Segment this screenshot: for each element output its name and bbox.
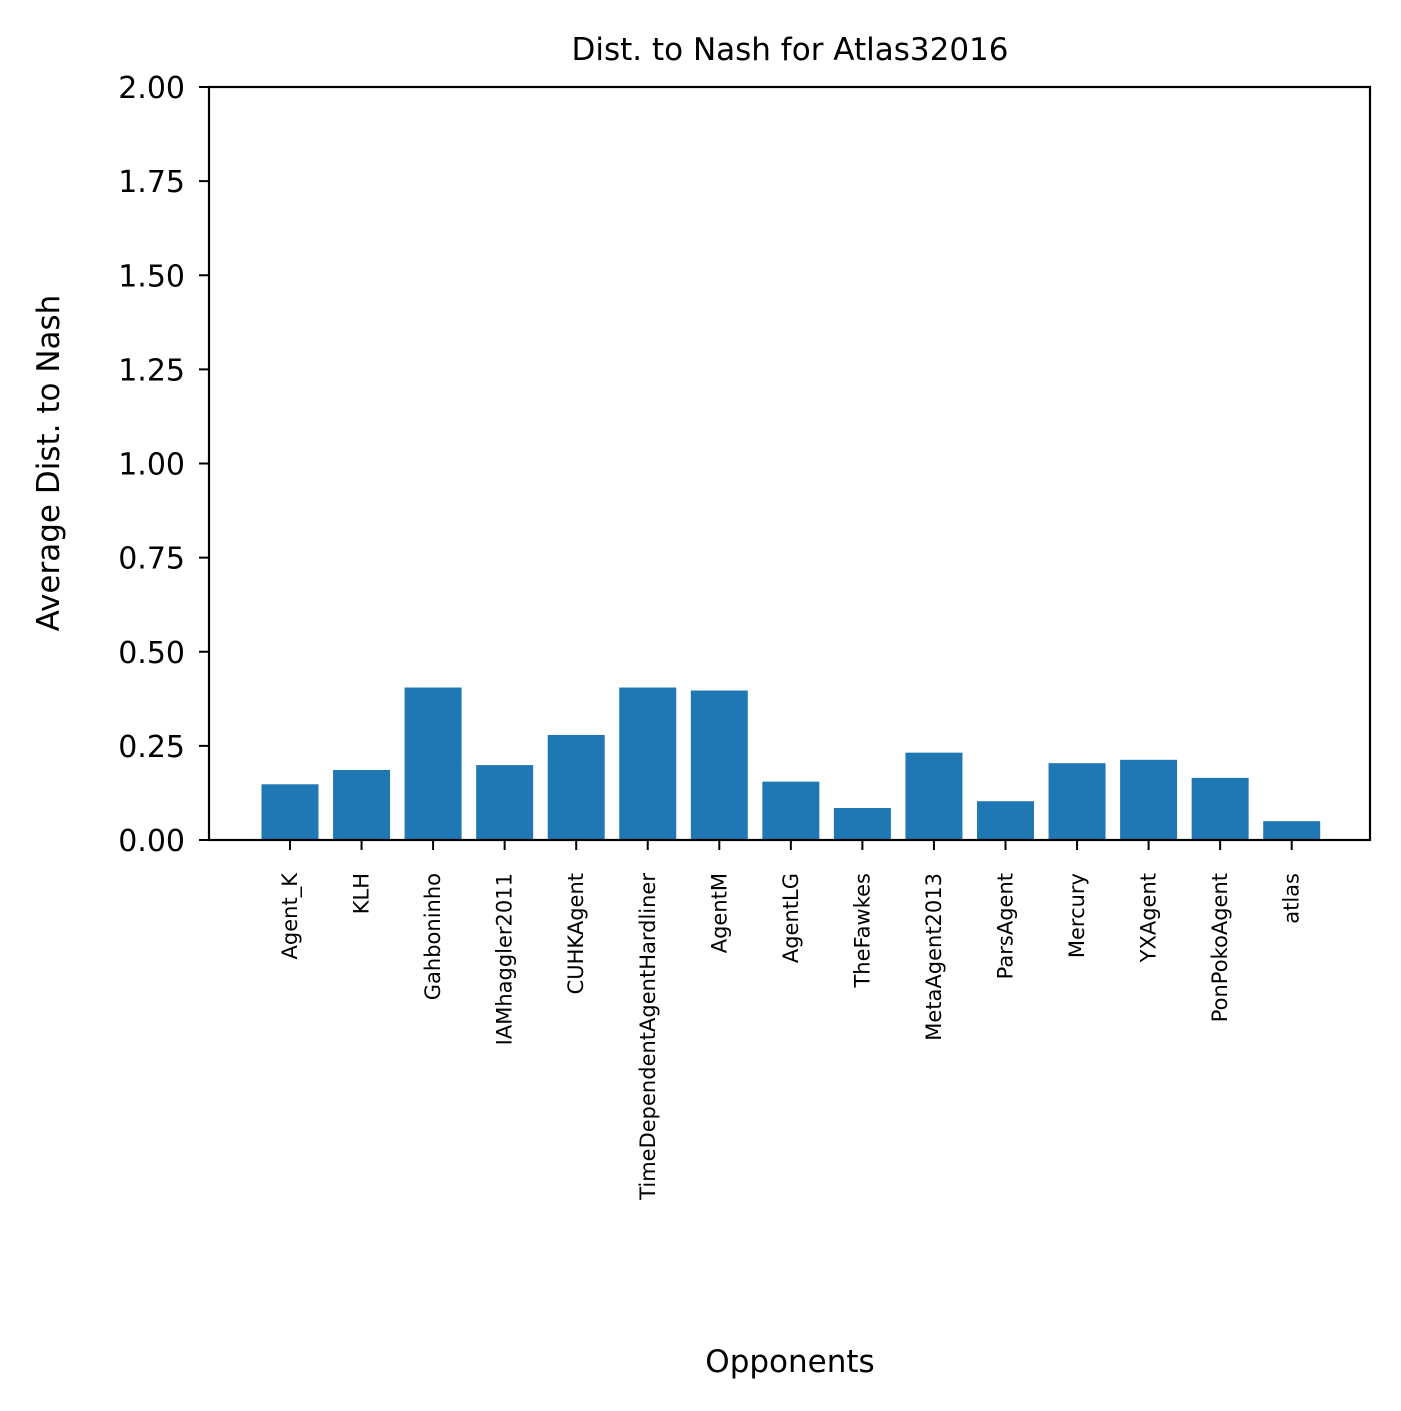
bar-Mercury	[1048, 763, 1106, 840]
x-tick-label: Agent_K	[278, 872, 303, 960]
x-tick-label: TheFawkes	[850, 873, 874, 989]
y-tick-label: 1.25	[118, 353, 185, 388]
y-tick-label: 0.50	[118, 636, 185, 671]
chart-title: Dist. to Nash for Atlas32016	[572, 32, 1009, 68]
y-axis: 0.00 0.25 0.50 0.75 1.00 1.25 1.50 1.75 2.00	[118, 71, 209, 859]
y-axis-label: Average Dist. to Nash	[31, 295, 67, 632]
x-tick-label: AgentLG	[779, 873, 803, 963]
x-tick-label: CUHKAgent	[564, 873, 588, 994]
x-tick-label: IAMhaggler2011	[493, 873, 517, 1045]
bar-Agent_K	[261, 784, 319, 840]
x-tick-label: TimeDependentAgentHardliner	[636, 873, 660, 1201]
x-tick-label: AgentM	[707, 873, 731, 953]
x-axis-label: Opponents	[705, 1344, 874, 1380]
x-tick-label: Mercury	[1065, 873, 1089, 958]
y-tick-label: 1.00	[118, 448, 185, 483]
bar-TheFawkes	[833, 808, 891, 840]
x-tick-label: YXAgent	[1137, 873, 1161, 963]
y-tick-label: 0.25	[118, 730, 185, 765]
y-tick-label: 0.75	[118, 542, 185, 577]
bar-TimeDependentAgentHardliner	[619, 687, 677, 840]
bar-Gahboninho	[404, 687, 462, 840]
x-tick-label: atlas	[1280, 873, 1304, 924]
plot-frame	[207, 85, 1372, 842]
x-tick-label: ParsAgent	[994, 873, 1018, 979]
y-tick-label: 1.50	[118, 259, 185, 294]
bar-YXAgent	[1120, 759, 1178, 840]
bar-AgentM	[690, 690, 748, 840]
y-tick-label: 1.75	[118, 165, 185, 200]
bar-MetaAgent2013	[905, 752, 963, 840]
bars	[261, 687, 1321, 840]
x-tick-label: PonPokoAgent	[1208, 873, 1232, 1022]
bar-ParsAgent	[977, 801, 1034, 840]
x-tick-label: Gahboninho	[421, 873, 445, 1000]
y-tick-label: 0.00	[118, 824, 185, 859]
bar-IAMhaggler2011	[476, 765, 534, 840]
bar-KLH	[333, 769, 391, 840]
bar-CUHKAgent	[547, 734, 605, 840]
y-tick-label: 2.00	[118, 71, 185, 106]
plot-area	[207, 85, 1372, 842]
x-tick-label: MetaAgent2013	[922, 873, 946, 1041]
x-tick-label: KLH	[350, 873, 374, 914]
bar-PonPokoAgent	[1191, 777, 1249, 840]
bar-AgentLG	[762, 781, 820, 840]
bar-atlas	[1263, 821, 1321, 840]
x-axis: Agent_K KLH Gahboninho IAMhaggler2011 CUHKAg…	[278, 840, 1304, 1201]
